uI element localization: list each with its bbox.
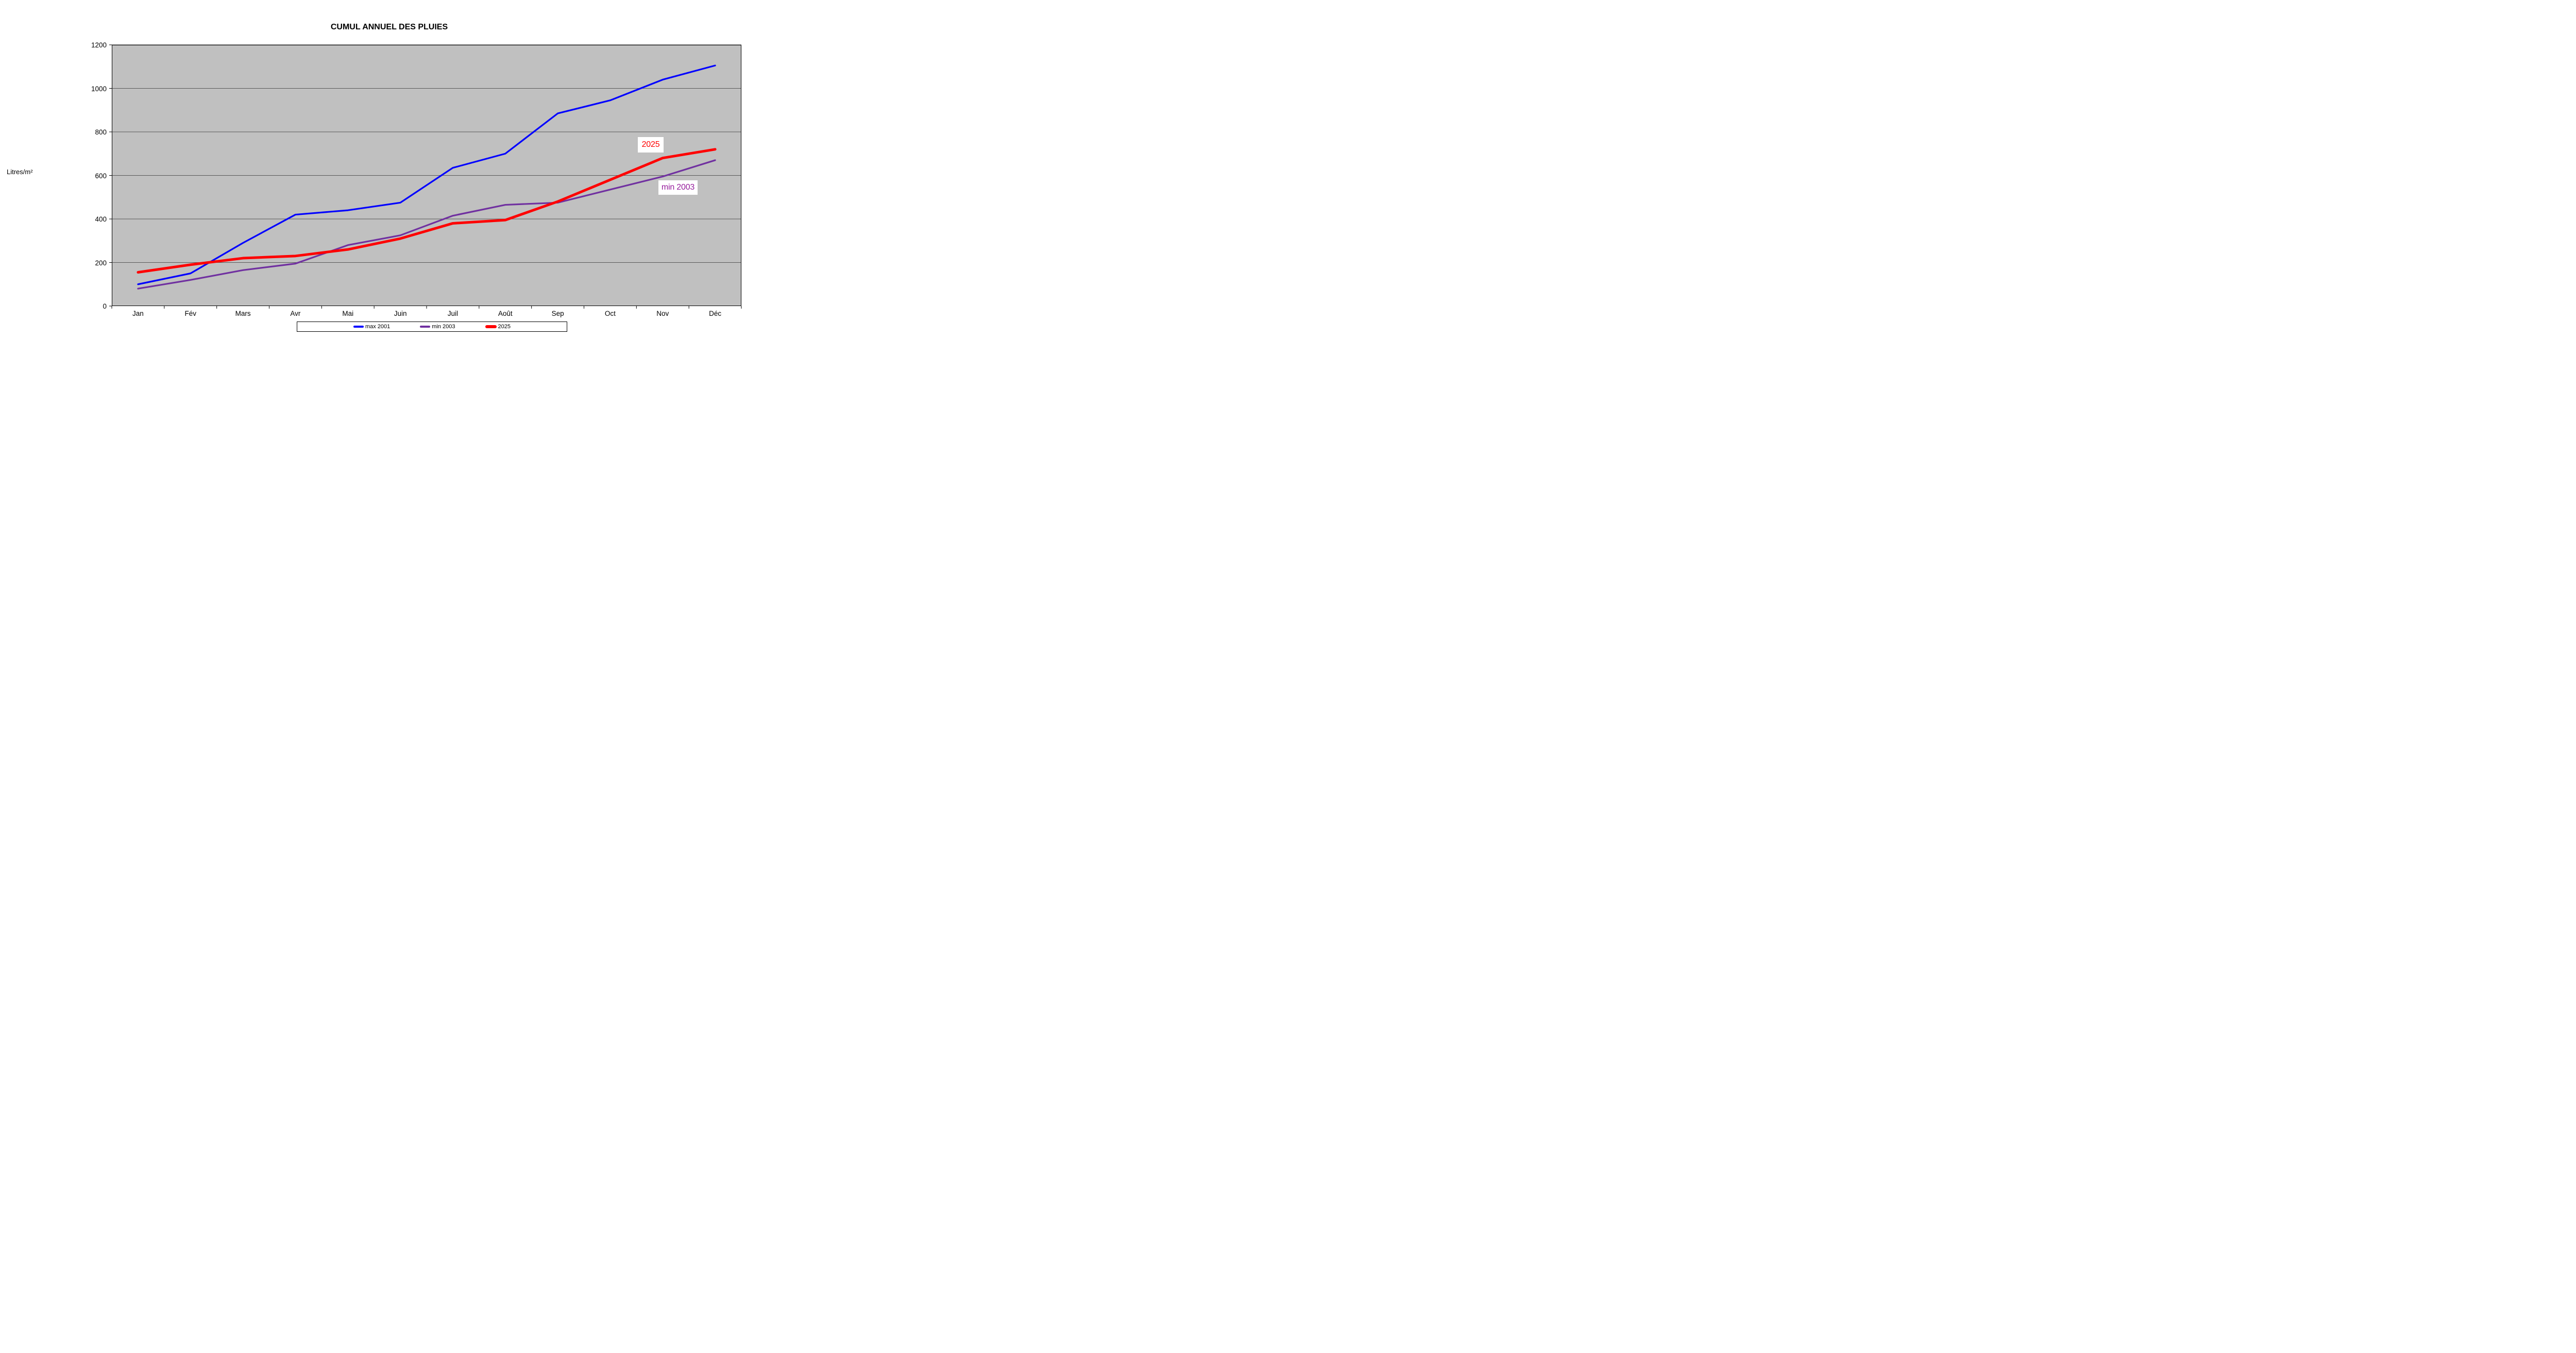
chart-canvas: CUMUL ANNUEL DES PLUIES Litres/m² 0 200 40… (0, 0, 778, 339)
chart-title: CUMUL ANNUEL DES PLUIES (330, 23, 448, 31)
x-tick-label: Oct (604, 310, 616, 317)
legend-label: max 2001 (365, 324, 391, 330)
x-tick-label: Avr (290, 310, 301, 317)
x-tick-label: Juin (394, 310, 407, 317)
x-tick-label: Mars (235, 310, 251, 317)
x-tick-label: Nov (656, 310, 669, 317)
x-tick-label: Août (498, 310, 513, 317)
plot-border (112, 45, 741, 306)
y-tick-label: 1000 (91, 84, 107, 93)
y-tick-label: 400 (95, 215, 107, 223)
legend-label: 2025 (498, 324, 511, 330)
x-tick-label: Sep (551, 310, 564, 317)
y-tick-label: 0 (103, 302, 107, 310)
y-axis-title: Litres/m² (7, 168, 33, 176)
x-tick-label: Déc (709, 310, 722, 317)
series-line-max-2001 (137, 64, 716, 285)
legend-item-2025: 2025 (485, 324, 511, 330)
plot-svg (109, 44, 742, 309)
legend-item-min-2003: min 2003 (420, 324, 455, 330)
legend-swatch (353, 326, 364, 328)
y-tick-label: 200 (95, 259, 107, 267)
annotation-min-2003: min 2003 (658, 180, 698, 195)
annotation-2025: 2025 (638, 137, 664, 153)
y-tick-label: 1200 (91, 41, 107, 49)
x-tick-label: Mai (342, 310, 354, 317)
x-tick-label: Juil (447, 310, 459, 317)
y-tick-label: 600 (95, 172, 107, 180)
series-line-min-2003 (137, 159, 716, 290)
plot-area (109, 44, 742, 309)
legend-label: min 2003 (432, 324, 455, 330)
legend: max 2001 min 2003 2025 (297, 322, 567, 332)
legend-item-max-2001: max 2001 (353, 324, 390, 330)
y-tick-label: 800 (95, 128, 107, 136)
series-line-2025 (137, 148, 717, 274)
x-tick-label: Jan (132, 310, 144, 317)
legend-swatch (485, 325, 497, 328)
legend-swatch (420, 326, 431, 328)
x-tick-label: Fév (184, 310, 197, 317)
